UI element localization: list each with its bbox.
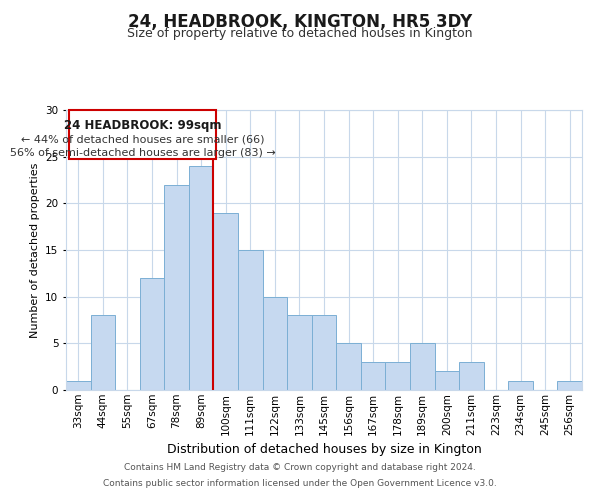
Bar	[238, 250, 263, 390]
Text: Contains HM Land Registry data © Crown copyright and database right 2024.: Contains HM Land Registry data © Crown c…	[124, 464, 476, 472]
Bar	[140, 278, 164, 390]
Bar	[312, 316, 336, 390]
Bar	[410, 344, 434, 390]
Text: Contains public sector information licensed under the Open Government Licence v3: Contains public sector information licen…	[103, 478, 497, 488]
Bar	[164, 184, 189, 390]
Bar	[263, 296, 287, 390]
Text: 24, HEADBROOK, KINGTON, HR5 3DY: 24, HEADBROOK, KINGTON, HR5 3DY	[128, 12, 472, 30]
Bar	[508, 380, 533, 390]
Bar	[66, 380, 91, 390]
Text: 56% of semi-detached houses are larger (83) →: 56% of semi-detached houses are larger (…	[10, 148, 275, 158]
Bar	[91, 316, 115, 390]
Bar	[361, 362, 385, 390]
Text: ← 44% of detached houses are smaller (66): ← 44% of detached houses are smaller (66…	[21, 134, 265, 144]
Text: Size of property relative to detached houses in Kington: Size of property relative to detached ho…	[127, 28, 473, 40]
Bar	[459, 362, 484, 390]
X-axis label: Distribution of detached houses by size in Kington: Distribution of detached houses by size …	[167, 443, 481, 456]
Bar	[189, 166, 214, 390]
Y-axis label: Number of detached properties: Number of detached properties	[29, 162, 40, 338]
Bar	[336, 344, 361, 390]
Bar	[214, 212, 238, 390]
Bar	[557, 380, 582, 390]
Text: 24 HEADBROOK: 99sqm: 24 HEADBROOK: 99sqm	[64, 118, 221, 132]
Bar	[287, 316, 312, 390]
Bar	[434, 372, 459, 390]
Bar	[385, 362, 410, 390]
